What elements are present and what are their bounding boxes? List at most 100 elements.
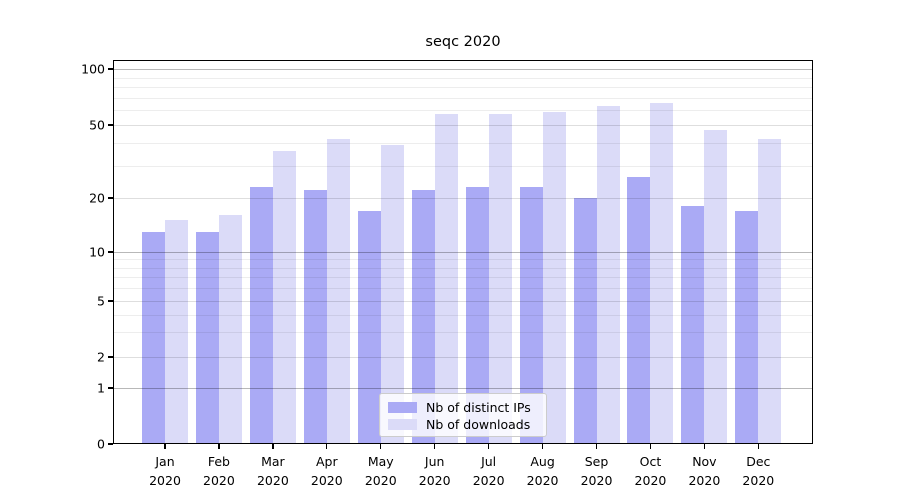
x-tick-year: 2020 [256, 473, 289, 489]
gridline-y-4 [113, 314, 813, 316]
x-tick-year: 2020 [688, 473, 721, 489]
x-tick-label-aug: Aug 2020 [513, 452, 573, 491]
legend-entry-downloads: Nb of downloads [388, 416, 538, 432]
x-tick-year: 2020 [742, 473, 775, 489]
x-tick-month: Dec [746, 454, 771, 469]
legend-label-downloads: Nb of downloads [426, 416, 531, 432]
y-tick-label-5: 5 [97, 293, 105, 309]
x-tick-label-oct: Oct 2020 [620, 452, 680, 491]
x-tick-mark-feb [218, 444, 220, 449]
chart-title: seqc 2020 [425, 34, 501, 50]
x-tick-mark-mar [272, 444, 274, 449]
legend-swatch-downloads [388, 418, 417, 430]
bar-downloads-feb [218, 215, 242, 444]
gridline-y-2 [113, 357, 813, 358]
y-tick-mark-2 [108, 356, 113, 358]
bar-downloads-aug [542, 111, 566, 444]
x-tick-label-mar: Mar 2020 [243, 452, 303, 491]
y-tick-label-100: 100 [81, 61, 105, 77]
gridline-y-20 [113, 198, 813, 199]
bar-distinct-ips-jun [411, 190, 435, 444]
x-tick-month: Nov [692, 454, 717, 469]
x-tick-year: 2020 [149, 473, 181, 489]
x-tick-mark-oct [649, 444, 652, 449]
y-tick-label-20: 20 [89, 190, 105, 206]
x-tick-year: 2020 [526, 473, 559, 489]
x-tick-label-may: May 2020 [351, 452, 411, 491]
y-tick-label-10: 10 [89, 244, 105, 260]
x-tick-year: 2020 [310, 473, 343, 489]
x-tick-mark-jun [434, 444, 436, 449]
x-tick-month: Jun [424, 454, 445, 469]
y-tick-label-1: 1 [97, 380, 105, 396]
gridline-y-70 [113, 97, 813, 99]
x-tick-month: Feb [207, 454, 230, 469]
plot-area: 100 50 20 10 5 2 1 0 Jan 2020 Feb 2020 Mar 2020 Apr 20… [81, 60, 813, 488]
bar-downloads-jul [488, 114, 512, 444]
y-tick-mark-20 [108, 197, 113, 199]
gridline-y-30 [113, 165, 813, 167]
x-tick-label-feb: Feb 2020 [189, 452, 249, 491]
bar-downloads-nov [704, 129, 728, 444]
x-tick-month: Jul [481, 454, 497, 469]
x-tick-month: Jan [155, 454, 175, 469]
y-tick-mark-1 [108, 387, 113, 389]
bar-downloads-sep [596, 106, 620, 444]
x-tick-mark-sep [595, 444, 598, 449]
x-tick-label-jan: Jan 2020 [135, 452, 195, 491]
bar-distinct-ips-nov [681, 206, 705, 444]
gridline-y-3 [113, 332, 813, 334]
gridline-y-8 [113, 267, 813, 269]
legend: Nb of distinct IPs Nb of downloads [379, 393, 547, 437]
x-tick-label-nov: Nov 2020 [674, 452, 734, 491]
bar-downloads-apr [326, 138, 350, 444]
x-tick-year: 2020 [580, 473, 613, 489]
y-tick-mark-0 [108, 443, 113, 445]
bar-distinct-ips-dec [735, 210, 759, 444]
x-tick-month: Mar [261, 454, 285, 469]
y-tick-label-50: 50 [89, 117, 105, 133]
gridline-y-1 [113, 388, 813, 389]
gridline-y-60 [113, 110, 813, 112]
y-tick-mark-10 [108, 251, 113, 253]
x-tick-month: May [367, 454, 394, 469]
bar-distinct-ips-mar [249, 186, 273, 444]
x-tick-mark-dec [757, 444, 759, 449]
bar-distinct-ips-oct [627, 177, 651, 444]
legend-label-distinct-ips: Nb of distinct IPs [426, 399, 531, 415]
x-tick-label-jul: Jul 2020 [459, 452, 519, 491]
legend-swatch-distinct-ips [388, 401, 417, 413]
x-tick-label-dec: Dec 2020 [728, 452, 788, 491]
legend-entry-distinct-ips: Nb of distinct IPs [388, 399, 538, 415]
gridline-y-10 [113, 252, 813, 253]
x-tick-mark-nov [703, 444, 706, 449]
bar-downloads-may [380, 144, 404, 444]
x-tick-month: Apr [316, 454, 338, 469]
bar-downloads-jun [434, 114, 458, 444]
bar-downloads-mar [272, 151, 296, 444]
x-tick-month: Aug [530, 454, 555, 469]
gridline-y-5 [113, 301, 813, 302]
x-tick-label-jun: Jun 2020 [405, 452, 465, 491]
bar-downloads-dec [758, 138, 782, 444]
x-tick-label-apr: Apr 2020 [297, 452, 357, 491]
x-tick-year: 2020 [364, 473, 397, 489]
x-tick-year: 2020 [634, 473, 667, 489]
x-tick-year: 2020 [472, 473, 505, 489]
x-tick-mark-may [380, 444, 382, 449]
gridline-y-9 [113, 259, 813, 261]
y-tick-mark-5 [108, 300, 113, 302]
gridline-y-6 [113, 288, 813, 290]
x-tick-month: Sep [584, 454, 609, 469]
x-tick-month: Oct [639, 454, 662, 469]
bar-downloads-jan [165, 220, 188, 444]
bar-distinct-ips-jan [142, 231, 165, 444]
bar-distinct-ips-jul [465, 186, 489, 444]
x-tick-mark-jan [164, 444, 166, 449]
x-tick-mark-jul [487, 444, 490, 449]
y-tick-label-0: 0 [97, 436, 105, 452]
bar-distinct-ips-aug [519, 186, 543, 444]
gridline-y-50 [113, 125, 813, 126]
gridline-y-7 [113, 277, 813, 279]
y-tick-mark-50 [108, 124, 113, 126]
